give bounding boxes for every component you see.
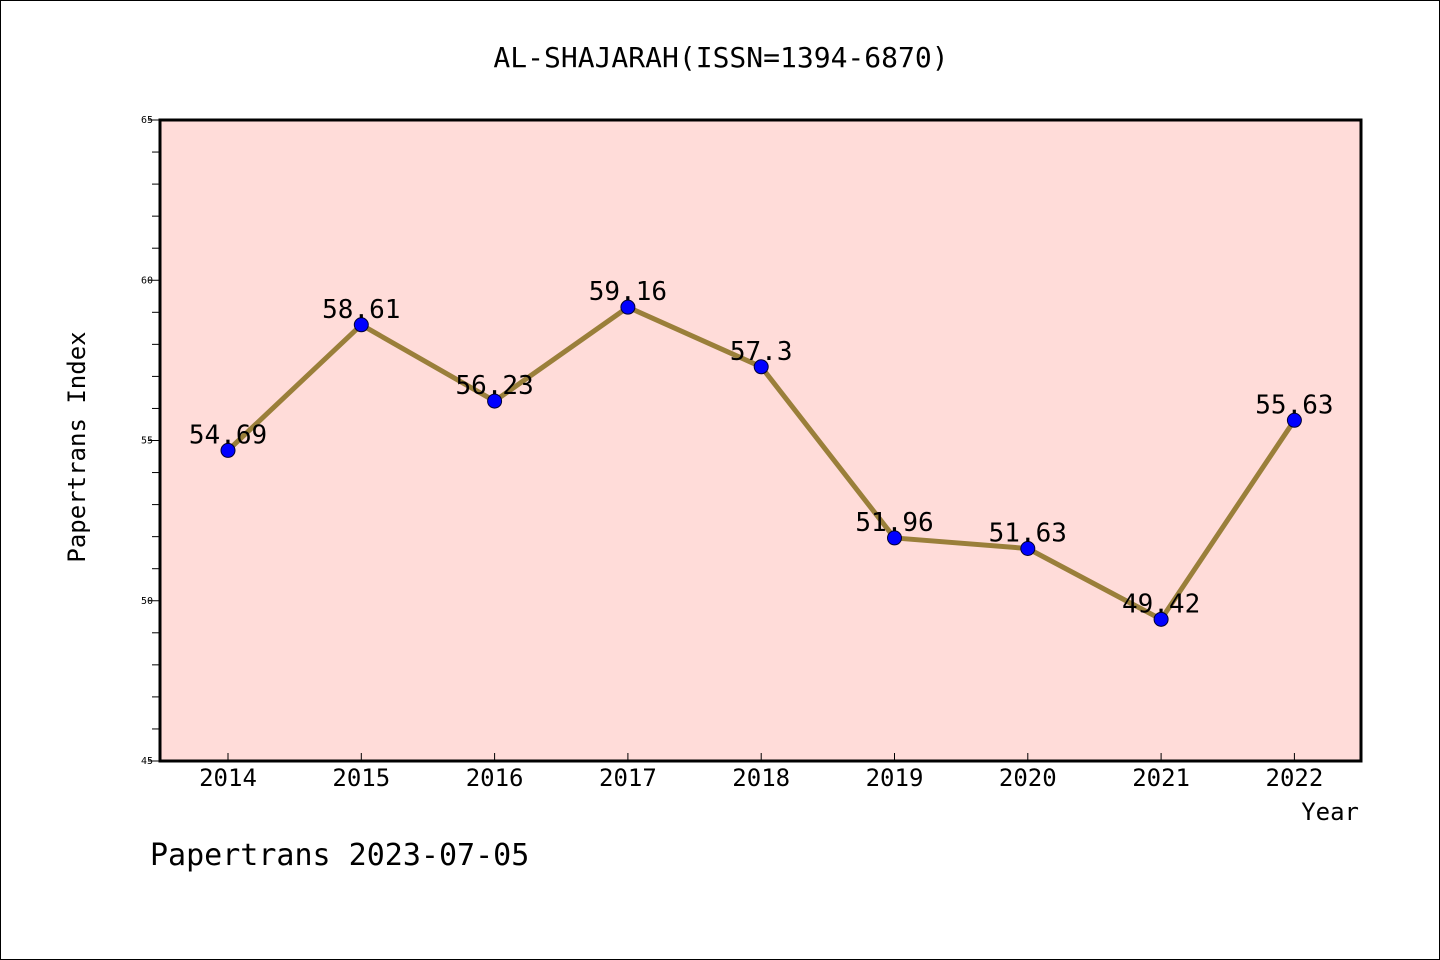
data-point xyxy=(620,299,636,315)
data-point xyxy=(753,359,769,375)
x-tick-label: 2019 xyxy=(866,764,924,792)
data-point xyxy=(1286,412,1302,428)
data-point xyxy=(887,530,902,546)
x-tick-label: 2014 xyxy=(199,764,257,792)
data-point xyxy=(353,317,369,333)
x-tick-label: 2017 xyxy=(599,764,657,792)
y-tick-label: 45 xyxy=(141,756,153,767)
x-tick-label: 2018 xyxy=(732,764,790,792)
data-label: 58.61 xyxy=(322,295,400,325)
y-tick-label: 50 xyxy=(141,596,153,607)
y-tick-label: 60 xyxy=(141,275,153,286)
data-point xyxy=(220,442,236,458)
data-point xyxy=(1153,611,1169,627)
data-label: 49.42 xyxy=(1122,589,1200,619)
data-label: 54.69 xyxy=(189,420,267,450)
x-axis: 2014 2015 2016 2017 2018 2019 2020 2021 2022 xyxy=(199,753,1323,792)
y-tick-label: 55 xyxy=(141,436,153,447)
x-tick-label: 2020 xyxy=(999,764,1057,792)
data-point xyxy=(487,393,503,409)
data-label: 51.96 xyxy=(855,508,933,538)
data-label: 59.16 xyxy=(589,277,667,307)
data-point xyxy=(1020,541,1036,557)
data-label: 57.3 xyxy=(730,337,793,367)
y-tick-label: 65 xyxy=(141,115,153,126)
x-tick-label: 2016 xyxy=(466,764,524,792)
x-tick-label: 2021 xyxy=(1132,764,1190,792)
data-labels: 54.69 58.61 56.23 59.16 57.3 51.96 51.63 49.42 5… xyxy=(189,277,1334,619)
y-axis-label: Papertrans Index xyxy=(63,331,91,562)
x-axis-label: Year xyxy=(1301,798,1359,826)
x-tick-label: 2015 xyxy=(332,764,390,792)
chart-title: AL-SHAJARAH(ISSN=1394-6870) xyxy=(493,41,948,74)
data-label: 56.23 xyxy=(455,371,533,401)
y-axis: 45 50 55 60 65 xyxy=(141,115,160,767)
x-tick-label: 2022 xyxy=(1266,764,1324,792)
series-markers xyxy=(220,299,1302,627)
plot-area xyxy=(158,118,1363,763)
footer-text: Papertrans 2023-07-05 xyxy=(150,838,529,873)
data-label: 51.63 xyxy=(989,519,1067,549)
data-label: 55.63 xyxy=(1255,390,1333,420)
